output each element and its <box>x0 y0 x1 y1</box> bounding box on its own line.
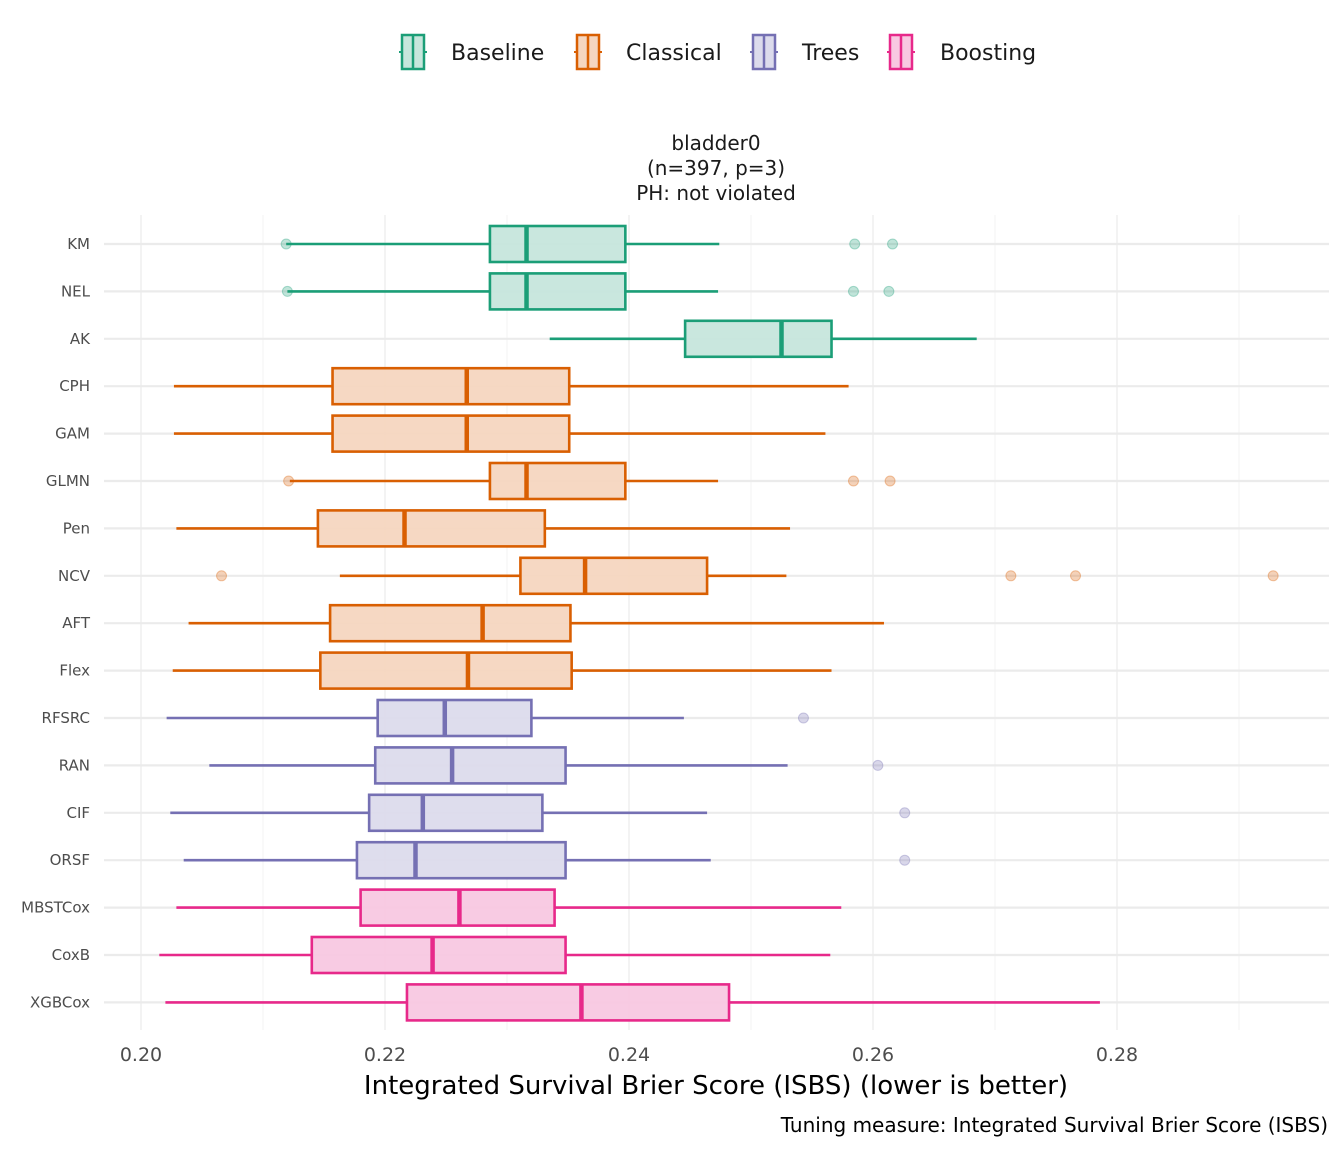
box-cif <box>170 793 911 833</box>
legend-label: Boosting <box>940 41 1036 66</box>
y-tick-label: GAM <box>55 425 90 443</box>
iqr-box <box>488 461 627 501</box>
box-ncv <box>216 556 1279 596</box>
legend-label: Baseline <box>451 41 544 66</box>
x-axis-labels: 0.20 0.22 0.24 0.26 0.28 <box>120 1044 1138 1066</box>
x-tick-label: 0.24 <box>608 1044 650 1066</box>
iqr-box <box>331 366 571 406</box>
y-tick-label: NEL <box>61 282 91 300</box>
y-tick-label: CoxB <box>52 946 90 964</box>
outlier-point <box>849 238 861 250</box>
outlier-point <box>280 238 292 250</box>
box-cph <box>173 366 849 406</box>
y-tick-label: GLMN <box>46 472 90 490</box>
x-axis-title: Integrated Survival Brier Score (ISBS) (… <box>364 1071 1068 1101</box>
iqr-box <box>331 414 571 453</box>
box-gam <box>173 414 826 453</box>
y-tick-label: MBSTCox <box>21 899 90 917</box>
box-xgbcox <box>165 983 1100 1022</box>
iqr-box <box>373 746 567 785</box>
iqr-box <box>683 319 833 359</box>
iqr-box <box>328 603 572 643</box>
x-tick-label: 0.22 <box>364 1044 406 1066</box>
y-tick-label: CIF <box>66 804 90 822</box>
y-tick-label: NCV <box>58 567 91 585</box>
outlier-point <box>847 475 859 487</box>
y-tick-label: CPH <box>59 377 90 395</box>
box-glmn <box>283 461 896 501</box>
x-tick-label: 0.28 <box>1096 1044 1138 1066</box>
box-orsf <box>183 840 911 880</box>
box-mbstcox <box>176 888 842 927</box>
iqr-box <box>310 935 567 975</box>
legend: Baseline Classical Trees Boosting <box>399 33 1036 71</box>
outlier-point <box>797 712 809 724</box>
iqr-box <box>319 651 573 690</box>
box-pen <box>176 509 791 548</box>
box-flex <box>172 651 832 690</box>
facet-title-line-2: (n=397, p=3) <box>647 156 785 180</box>
facet-title-line-1: bladder0 <box>671 131 760 155</box>
legend-item-classical: Classical <box>574 33 722 71</box>
box-km <box>280 224 899 264</box>
x-tick-label: 0.26 <box>852 1044 894 1066</box>
outlier-point <box>884 475 896 487</box>
y-tick-label: Flex <box>59 662 90 680</box>
box-aft <box>188 603 884 643</box>
y-tick-label: AK <box>70 330 91 348</box>
caption: Tuning measure: Integrated Survival Brie… <box>780 1113 1328 1137</box>
iqr-box <box>488 224 627 264</box>
y-tick-label: ORSF <box>50 851 90 869</box>
y-tick-label: RAN <box>59 756 90 774</box>
outlier-point <box>283 475 295 487</box>
outlier-point <box>281 285 293 297</box>
legend-label: Classical <box>626 41 722 66</box>
outlier-point <box>1005 570 1017 582</box>
box-coxb <box>159 935 831 975</box>
iqr-box <box>488 272 627 311</box>
outlier-point <box>1267 570 1279 582</box>
x-tick-label: 0.20 <box>120 1044 162 1066</box>
box-ran <box>209 746 884 785</box>
outlier-point <box>899 854 911 866</box>
box-ak <box>549 319 977 359</box>
iqr-box <box>367 793 544 833</box>
outlier-point <box>887 238 899 250</box>
boxes <box>159 224 1279 1022</box>
y-tick-label: KM <box>67 235 90 253</box>
outlier-point <box>847 285 859 297</box>
outlier-point <box>872 759 884 771</box>
iqr-box <box>519 556 709 596</box>
outlier-point <box>1070 570 1082 582</box>
outlier-point <box>883 285 895 297</box>
y-tick-label: Pen <box>63 519 90 537</box>
box-nel <box>281 272 895 311</box>
legend-label: Trees <box>801 41 859 66</box>
legend-item-trees: Trees <box>750 33 859 71</box>
legend-item-boosting: Boosting <box>887 33 1036 71</box>
iqr-box <box>376 698 533 738</box>
y-tick-label: AFT <box>62 614 91 632</box>
y-tick-label: XGBCox <box>30 993 90 1011</box>
outlier-point <box>899 807 911 819</box>
y-tick-label: RFSRC <box>42 709 90 727</box>
facet-title-line-3: PH: not violated <box>636 181 796 205</box>
iqr-box <box>405 983 731 1022</box>
legend-item-baseline: Baseline <box>399 33 544 71</box>
iqr-box <box>355 840 567 880</box>
y-axis-labels: KM NEL AK CPH GAM GLMN Pen NCV AFT Flex RFSRC RAN CI… <box>21 235 91 1011</box>
iqr-box <box>316 509 547 548</box>
outlier-point <box>216 570 228 582</box>
box-rfsrc <box>166 698 809 738</box>
